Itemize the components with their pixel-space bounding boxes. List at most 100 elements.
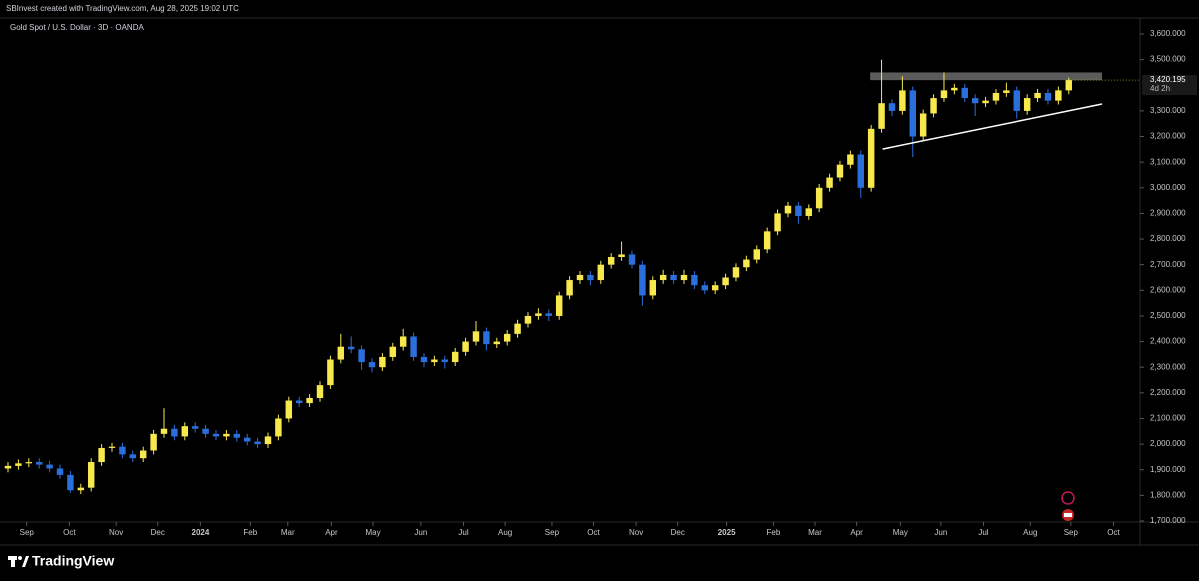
candle-body — [451, 351, 459, 363]
candle-body — [316, 385, 324, 398]
candle-body — [441, 359, 449, 363]
candle-body — [462, 341, 469, 352]
y-tick-label: 3,500.000 — [1150, 55, 1186, 64]
candle-body — [691, 274, 698, 286]
candle-body — [108, 446, 116, 448]
candle-body — [223, 433, 230, 437]
candle-body — [524, 315, 532, 324]
candle-body — [815, 187, 823, 209]
countdown: 4d 2h — [1150, 84, 1170, 93]
x-tick-label: Oct — [63, 528, 76, 537]
candle-body — [306, 397, 313, 404]
x-tick-label: 2025 — [718, 528, 736, 537]
y-tick-label: 1,800.000 — [1150, 490, 1186, 499]
candle-body — [639, 264, 646, 296]
event-icon[interactable] — [1061, 491, 1075, 505]
candle-body — [826, 177, 833, 188]
candle-body — [784, 205, 792, 214]
candle-body — [243, 437, 251, 442]
resistance-zone — [870, 72, 1103, 81]
candle-body — [680, 274, 688, 281]
last-price-label: 3,420.195 — [1150, 75, 1186, 84]
x-tick-label: Aug — [1023, 528, 1037, 537]
candle-body — [867, 128, 875, 188]
candle-body — [191, 426, 199, 429]
x-tick-label: Nov — [629, 528, 643, 537]
candle-body — [254, 441, 261, 445]
x-tick-label: May — [893, 528, 908, 537]
candle-body — [711, 285, 719, 291]
x-tick-label: Sep — [545, 528, 560, 537]
candle-body — [483, 331, 490, 345]
candle-body — [618, 254, 625, 257]
candle-body — [670, 274, 677, 281]
candle-body — [805, 208, 812, 216]
candle-body — [992, 92, 1000, 101]
candle-body — [701, 285, 709, 291]
candle-body — [98, 447, 105, 463]
x-tick-label: Mar — [281, 528, 295, 537]
event-icon-flag — [1064, 513, 1072, 517]
candle-body — [160, 428, 168, 434]
x-tick-label: 2024 — [192, 528, 210, 537]
candle-body — [368, 362, 376, 368]
candle-body — [753, 249, 760, 260]
candle-body — [139, 450, 147, 459]
candle-body — [587, 274, 594, 281]
x-tick-label: Aug — [498, 528, 512, 537]
candle-body — [857, 154, 864, 188]
candle-body — [836, 164, 844, 178]
candle-body — [327, 359, 334, 386]
y-tick-label: 3,300.000 — [1150, 106, 1186, 115]
y-tick-label: 2,900.000 — [1150, 209, 1186, 218]
candle-body — [763, 231, 771, 250]
x-tick-label: Apr — [850, 528, 863, 537]
candle-body — [961, 87, 968, 99]
candle-body — [67, 474, 74, 491]
candle-body — [743, 259, 750, 268]
y-tick-label: 2,500.000 — [1150, 311, 1186, 320]
y-tick-label: 2,600.000 — [1150, 285, 1186, 294]
candle-body — [285, 400, 293, 419]
trendline — [882, 103, 1103, 150]
candle-body — [1003, 90, 1010, 93]
candle-body — [212, 433, 220, 437]
candle-body — [337, 346, 345, 360]
candle-body — [847, 154, 854, 165]
candle-body — [649, 280, 657, 296]
candle-body — [982, 100, 989, 104]
candle-body — [420, 356, 428, 363]
candle-body — [1023, 98, 1031, 111]
x-tick-label: May — [365, 528, 380, 537]
candle-body — [722, 277, 729, 286]
x-tick-label: Jul — [978, 528, 988, 537]
x-tick-label: Jun — [934, 528, 947, 537]
y-tick-label: 2,800.000 — [1150, 234, 1186, 243]
y-tick-label: 2,000.000 — [1150, 439, 1186, 448]
candle-body — [878, 103, 885, 129]
candle-body — [659, 274, 667, 281]
candle-body — [399, 336, 407, 347]
candle-body — [909, 90, 916, 137]
candle-body — [410, 336, 417, 357]
candle-body — [493, 341, 501, 345]
candle-body — [472, 331, 480, 342]
y-tick-label: 2,400.000 — [1150, 337, 1186, 346]
candle-body — [795, 205, 802, 216]
candle-body — [431, 359, 438, 363]
candle-body — [566, 280, 573, 296]
candle-body — [1013, 90, 1020, 111]
x-tick-label: Sep — [20, 528, 35, 537]
x-tick-label: Apr — [325, 528, 338, 537]
candle-body — [46, 464, 53, 469]
candle-body — [503, 333, 511, 342]
x-tick-label: Dec — [151, 528, 165, 537]
candle-body — [171, 428, 178, 437]
candle-body — [940, 90, 948, 99]
x-tick-label: Feb — [767, 528, 781, 537]
x-tick-label: Nov — [109, 528, 123, 537]
candle-body — [295, 400, 303, 404]
candle-body — [119, 446, 126, 455]
candle-body — [774, 213, 781, 232]
